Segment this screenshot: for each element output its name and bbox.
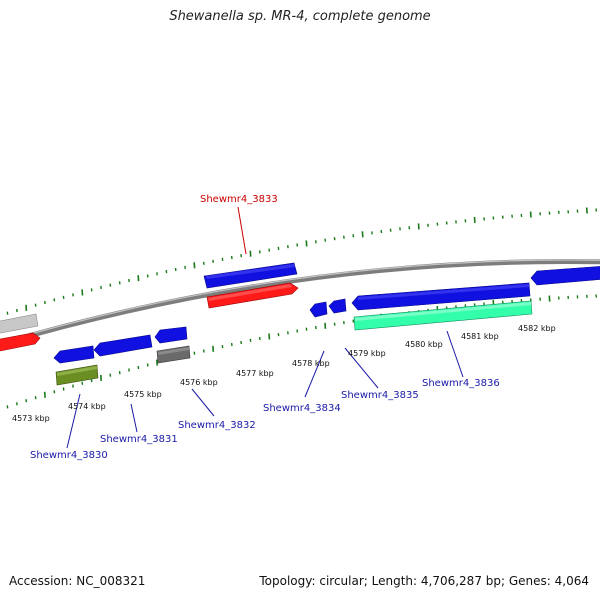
- gene-label-3832[interactable]: Shewmr4_3832: [178, 420, 256, 431]
- scale-label: 4574 kbp: [68, 402, 106, 411]
- gene-gray-left[interactable]: [0, 313, 39, 334]
- leader-line-3833: [237, 206, 247, 255]
- gene-label-3830[interactable]: Shewmr4_3830: [30, 450, 108, 461]
- leader-line-3830: [66, 393, 81, 449]
- gene-red-left[interactable]: [0, 332, 41, 352]
- scale-label: 4575 kbp: [124, 390, 162, 399]
- gene-label-3834[interactable]: Shewmr4_3834: [263, 403, 341, 414]
- leader-lines: [66, 206, 464, 449]
- gene-shewmr4-3832-gray[interactable]: [156, 345, 191, 364]
- leader-line-3832: [191, 388, 215, 417]
- scale-label: 4581 kbp: [461, 332, 499, 341]
- outer-tick-ring: [6, 207, 598, 315]
- gene-shewmr4-3830-blue[interactable]: [53, 345, 95, 364]
- scale-label: 4578 kbp: [292, 359, 330, 368]
- chromosome-backbone: [0, 259, 600, 347]
- accession-text: Accession: NC_008321: [9, 574, 146, 588]
- gene-shewmr4-3834-shape[interactable]: [309, 301, 328, 318]
- gene-shewmr4-3831-blue[interactable]: [93, 334, 153, 357]
- map-title: Shewanella sp. MR-4, complete genome: [169, 9, 431, 24]
- genome-summary-text: Topology: circular; Length: 4,706,287 bp…: [259, 574, 589, 588]
- scale-label: 4582 kbp: [518, 324, 556, 333]
- gene-shewmr4-3836-teal[interactable]: [353, 300, 533, 331]
- gene-shewmr4-3833-red[interactable]: [206, 282, 299, 309]
- scale-label: 4576 kbp: [180, 378, 218, 387]
- gene-label-3836[interactable]: Shewmr4_3836: [422, 378, 500, 389]
- scale-label: 4577 kbp: [236, 369, 274, 378]
- leader-line-3836: [446, 330, 464, 378]
- leader-line-3831: [130, 403, 138, 433]
- gene-label-3835[interactable]: Shewmr4_3835: [341, 390, 419, 401]
- gene-blue-long[interactable]: [351, 282, 531, 311]
- gene-shewmr4-3835-shape[interactable]: [328, 298, 347, 314]
- leader-line-3835: [344, 347, 379, 389]
- chromosome-backbone-highlight: [0, 259, 600, 344]
- gene-blue-right[interactable]: [530, 266, 600, 286]
- gene-shewmr4-3833-blue[interactable]: [203, 262, 298, 289]
- gene-labels: Shewmr4_3833 Shewmr4_3830 Shewmr4_3831 S…: [30, 194, 500, 461]
- scale-labels: 4573 kbp 4574 kbp 4575 kbp 4576 kbp 4577…: [12, 324, 556, 423]
- gene-label-3831[interactable]: Shewmr4_3831: [100, 434, 178, 445]
- leader-line-3834: [304, 350, 325, 398]
- scale-label: 4573 kbp: [12, 414, 50, 423]
- gene-label-3833[interactable]: Shewmr4_3833: [200, 194, 278, 205]
- gene-shewmr4-3832-blue[interactable]: [154, 326, 188, 344]
- scale-label: 4579 kbp: [348, 349, 386, 358]
- gene-shewmr4-3830-olive[interactable]: [55, 364, 99, 386]
- scale-label: 4580 kbp: [405, 340, 443, 349]
